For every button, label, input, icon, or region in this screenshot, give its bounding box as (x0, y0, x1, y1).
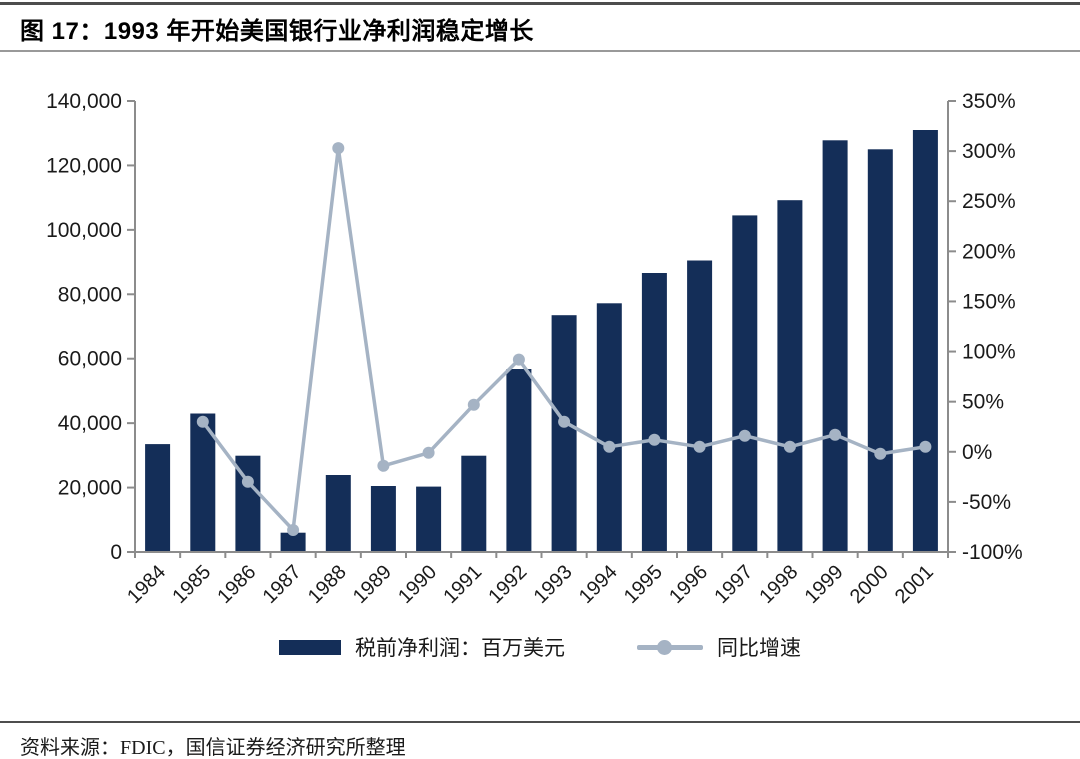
legend-item-line-series: 同比增速 (637, 632, 801, 662)
source-divider (0, 721, 1080, 723)
bar-1999 (822, 140, 848, 553)
combo-chart: 0 20,000 40,000 60,000 80,000 100,000 120,000 1… (46, 90, 1023, 608)
line-point-1985 (196, 415, 209, 428)
x-label-1990: 1990 (394, 561, 441, 608)
bar-series-label: 税前净利润：百万美元 (355, 636, 565, 660)
right-axis-tick-label: -100% (962, 541, 1023, 564)
bar-1985 (190, 413, 216, 552)
x-label-1986: 1986 (213, 561, 260, 608)
right-axis-tick-label: 0% (962, 441, 992, 464)
line-point-1996 (693, 440, 706, 453)
bar-1988 (325, 475, 351, 552)
x-label-1989: 1989 (349, 561, 396, 608)
line-point-1990 (422, 446, 435, 459)
line-point-1998 (783, 440, 796, 453)
bar-2001 (912, 130, 938, 552)
right-axis-tick-label: 100% (962, 341, 1016, 364)
x-label-1991: 1991 (439, 561, 486, 608)
x-label-1996: 1996 (665, 561, 712, 608)
line-series-swatch (637, 639, 703, 655)
line-point-1987 (287, 524, 300, 536)
x-label-2000: 2000 (846, 561, 893, 608)
bar-1991 (461, 455, 487, 552)
line-point-1988 (332, 142, 345, 155)
line-point-1997 (738, 429, 751, 442)
line-point-1993 (558, 415, 571, 428)
bar-1996 (687, 260, 713, 552)
x-label-1993: 1993 (530, 561, 577, 608)
right-axis-tick-label: 350% (962, 90, 1016, 113)
bar-1989 (370, 486, 396, 552)
x-label-1999: 1999 (801, 561, 848, 608)
x-label-1998: 1998 (755, 561, 802, 608)
line-point-1991 (467, 398, 480, 411)
line-point-2001 (919, 440, 932, 453)
line-point-1994 (603, 440, 616, 453)
bar-1990 (416, 486, 442, 552)
source-note: 资料来源：FDIC，国信证券经济研究所整理 (20, 737, 406, 759)
bar-1993 (551, 315, 577, 552)
left-axis-tick-label: 120,000 (46, 154, 122, 177)
title-divider (0, 50, 1080, 52)
right-axis-tick-label: -50% (962, 491, 1011, 514)
left-axis-tick-label: 80,000 (58, 283, 122, 306)
bar-1995 (641, 273, 667, 552)
left-axis-tick-label: 140,000 (46, 90, 122, 113)
bar-1987 (280, 532, 306, 552)
chart-legend: 税前净利润：百万美元 同比增速 (0, 632, 1080, 662)
x-label-1994: 1994 (575, 561, 622, 608)
left-axis-tick-label: 60,000 (58, 348, 122, 371)
figure-title: 图 17：1993 年开始美国银行业净利润稳定增长 (20, 18, 534, 45)
legend-item-bar-series: 税前净利润：百万美元 (279, 632, 565, 662)
bar-1997 (732, 215, 758, 552)
left-axis-tick-label: 100,000 (46, 219, 122, 242)
left-axis-tick-label: 40,000 (58, 412, 122, 435)
left-axis-tick-label: 0 (110, 541, 122, 564)
x-label-1988: 1988 (304, 561, 351, 608)
line-series-label: 同比增速 (717, 636, 801, 660)
x-label-1997: 1997 (710, 561, 757, 608)
bar-series-swatch (279, 639, 341, 655)
top-divider (0, 2, 1080, 5)
line-point-1999 (829, 428, 842, 441)
x-label-2001: 2001 (891, 561, 938, 608)
bar-1994 (596, 303, 622, 552)
left-axis-tick-label: 20,000 (58, 477, 122, 500)
line-series-marker-icon (657, 639, 672, 655)
bar-1992 (506, 369, 532, 552)
line-point-1992 (512, 353, 525, 366)
bar-2000 (867, 149, 893, 553)
x-label-1985: 1985 (168, 561, 215, 608)
x-label-1987: 1987 (259, 561, 306, 608)
line-point-1989 (377, 459, 390, 472)
x-label-1984: 1984 (123, 561, 170, 608)
right-axis-tick-label: 200% (962, 240, 1016, 263)
x-label-1992: 1992 (484, 561, 531, 608)
right-axis-tick-label: 50% (962, 391, 1004, 414)
chart-area: 0 20,000 40,000 60,000 80,000 100,000 120,000 1… (0, 60, 1080, 625)
right-axis-tick-label: 300% (962, 140, 1016, 163)
line-point-1986 (241, 475, 254, 488)
bar-1998 (777, 200, 803, 552)
right-axis-tick-label: 150% (962, 290, 1016, 313)
bar-1984 (145, 444, 171, 552)
right-axis-tick-label: 250% (962, 190, 1016, 213)
line-point-2000 (874, 447, 887, 460)
line-point-1995 (648, 433, 661, 446)
x-label-1995: 1995 (620, 561, 667, 608)
